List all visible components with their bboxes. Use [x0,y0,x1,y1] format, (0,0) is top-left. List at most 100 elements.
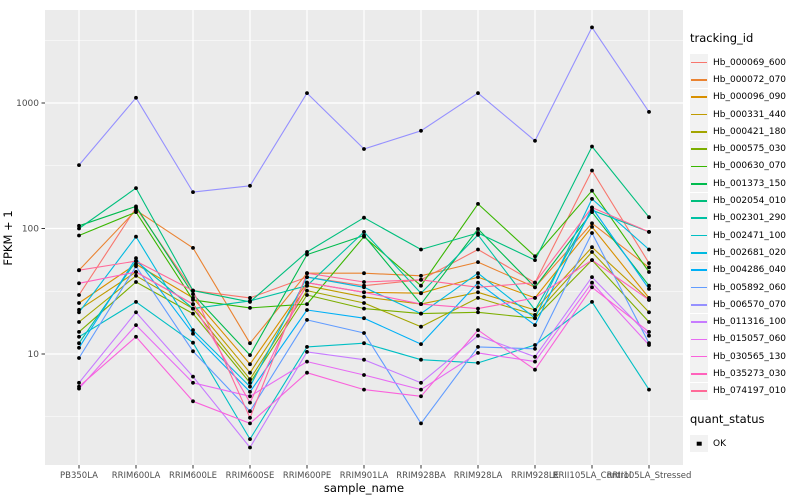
data-point [248,377,252,382]
data-point [590,205,594,210]
data-point [134,234,138,239]
legend-item-quant-OK: OK [690,435,800,453]
y-axis-title: FPKM + 1 [1,210,15,266]
data-point [305,302,309,306]
legend: tracking_id Hb_000069_600 Hb_000072_070 Hb… [690,31,800,453]
data-point [305,283,309,288]
data-point [248,341,252,346]
data-point [590,280,594,285]
y-tick-label: 10 [28,350,40,360]
data-point [419,380,423,385]
legend-key-line-icon [690,244,708,262]
data-point [647,387,651,392]
data-point [419,357,423,362]
data-point [647,320,651,324]
data-point [647,333,651,338]
data-point [647,330,651,334]
data-point [305,350,309,354]
data-point [248,389,252,394]
legend-item-Hb_006570_070: Hb_006570_070 [690,296,800,314]
data-point [77,380,81,385]
data-point [134,300,138,304]
data-point [134,186,138,191]
data-point [647,283,651,288]
data-point [305,345,309,349]
data-point [248,353,252,357]
data-point [248,296,252,300]
data-point [248,183,252,188]
data-point [362,373,366,377]
data-point [476,233,480,237]
legend-item-Hb_001373_150: Hb_001373_150 [690,175,800,193]
legend-item-label: Hb_000072_070 [713,74,787,85]
data-point [362,387,366,392]
data-point [77,233,81,238]
data-point [533,254,537,259]
legend-item-Hb_002471_100: Hb_002471_100 [690,227,800,245]
data-point [476,328,480,332]
data-point [590,285,594,290]
data-point [248,380,252,385]
data-point [134,280,138,284]
data-point [77,223,81,228]
data-point [77,281,81,286]
data-point [419,342,423,346]
data-point [191,246,195,250]
data-point [533,367,537,372]
data-point [533,323,537,327]
data-point [419,311,423,316]
data-point [362,290,366,295]
legend-key-point-icon [690,435,708,453]
data-point [248,400,252,405]
legend-item-label: Hb_000331_440 [713,109,787,120]
data-point [476,202,480,206]
data-point [77,330,81,334]
data-point [419,291,423,296]
data-point [647,343,651,347]
data-point [647,247,651,252]
data-point [305,359,309,364]
data-point [647,310,651,315]
data-point [305,288,309,293]
legend-item-Hb_000096_090: Hb_000096_090 [690,88,800,106]
legend-item-label: Hb_000575_030 [713,144,787,155]
data-point [134,95,138,100]
data-point [590,208,594,213]
legend-key-line-icon [690,209,708,227]
data-point [248,306,252,310]
data-point [533,280,537,285]
data-point [191,349,195,354]
data-point [191,380,195,385]
data-point [476,310,480,315]
data-point [77,310,81,315]
data-point [134,210,138,215]
data-point [419,283,423,288]
data-point [248,362,252,367]
legend-item-label: Hb_074197_010 [713,386,787,397]
data-point [77,384,81,389]
data-point [77,320,81,324]
legend-key-line-icon [690,365,708,383]
data-point [533,313,537,317]
data-point [77,334,81,339]
legend-item-label: Hb_011316_100 [713,317,787,328]
legend-item-Hb_000575_030: Hb_000575_030 [690,140,800,158]
data-point [476,290,480,295]
legend-item-label: Hb_000630_070 [713,161,787,172]
legend-title-tracking-id: tracking_id [690,31,754,45]
data-point [305,308,309,312]
legend-item-label: Hb_006570_070 [713,299,787,310]
legend-key-line-icon [690,140,708,158]
data-point [305,91,309,95]
x-tick-label: RRIM928BA [396,471,446,481]
data-point [362,215,366,220]
data-point [191,331,195,336]
data-point [590,221,594,226]
legend-key-line-icon [690,106,708,124]
legend-key-line-icon [690,175,708,193]
data-point [419,394,423,399]
data-point [134,259,138,263]
data-point [419,277,423,282]
data-point [305,280,309,285]
